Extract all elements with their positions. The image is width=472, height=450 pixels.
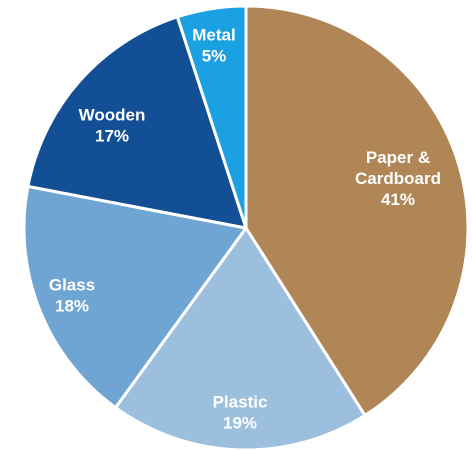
slice-category-label: Paper & [366,148,430,167]
slice-category-label: Glass [49,276,95,295]
slice-label: Paper & Cardboard 41% [355,148,441,209]
slice-label: Plastic 19% [213,393,268,433]
pie-slice-glass [22,184,248,410]
slice-value-label: 18% [55,297,89,316]
slice-value-label: 5% [202,47,227,66]
pie-slices [22,4,470,450]
pie-slice-wooden [26,15,248,230]
slice-label: Glass 18% [49,276,95,316]
slice-category-label: Metal [192,26,235,45]
slice-category-label: Cardboard [355,169,441,188]
pie-labels: Paper & Cardboard 41% Plastic 19% Glass 18% Woo… [49,26,441,433]
slice-value-label: 41% [381,190,415,209]
slice-label: Metal 5% [192,26,235,66]
pie-slice-metal [175,4,248,230]
slice-category-label: Wooden [79,106,146,125]
slice-label: Wooden 17% [79,106,146,146]
slice-value-label: 17% [95,127,129,146]
slice-category-label: Plastic [213,393,268,412]
slice-value-label: 19% [223,414,257,433]
